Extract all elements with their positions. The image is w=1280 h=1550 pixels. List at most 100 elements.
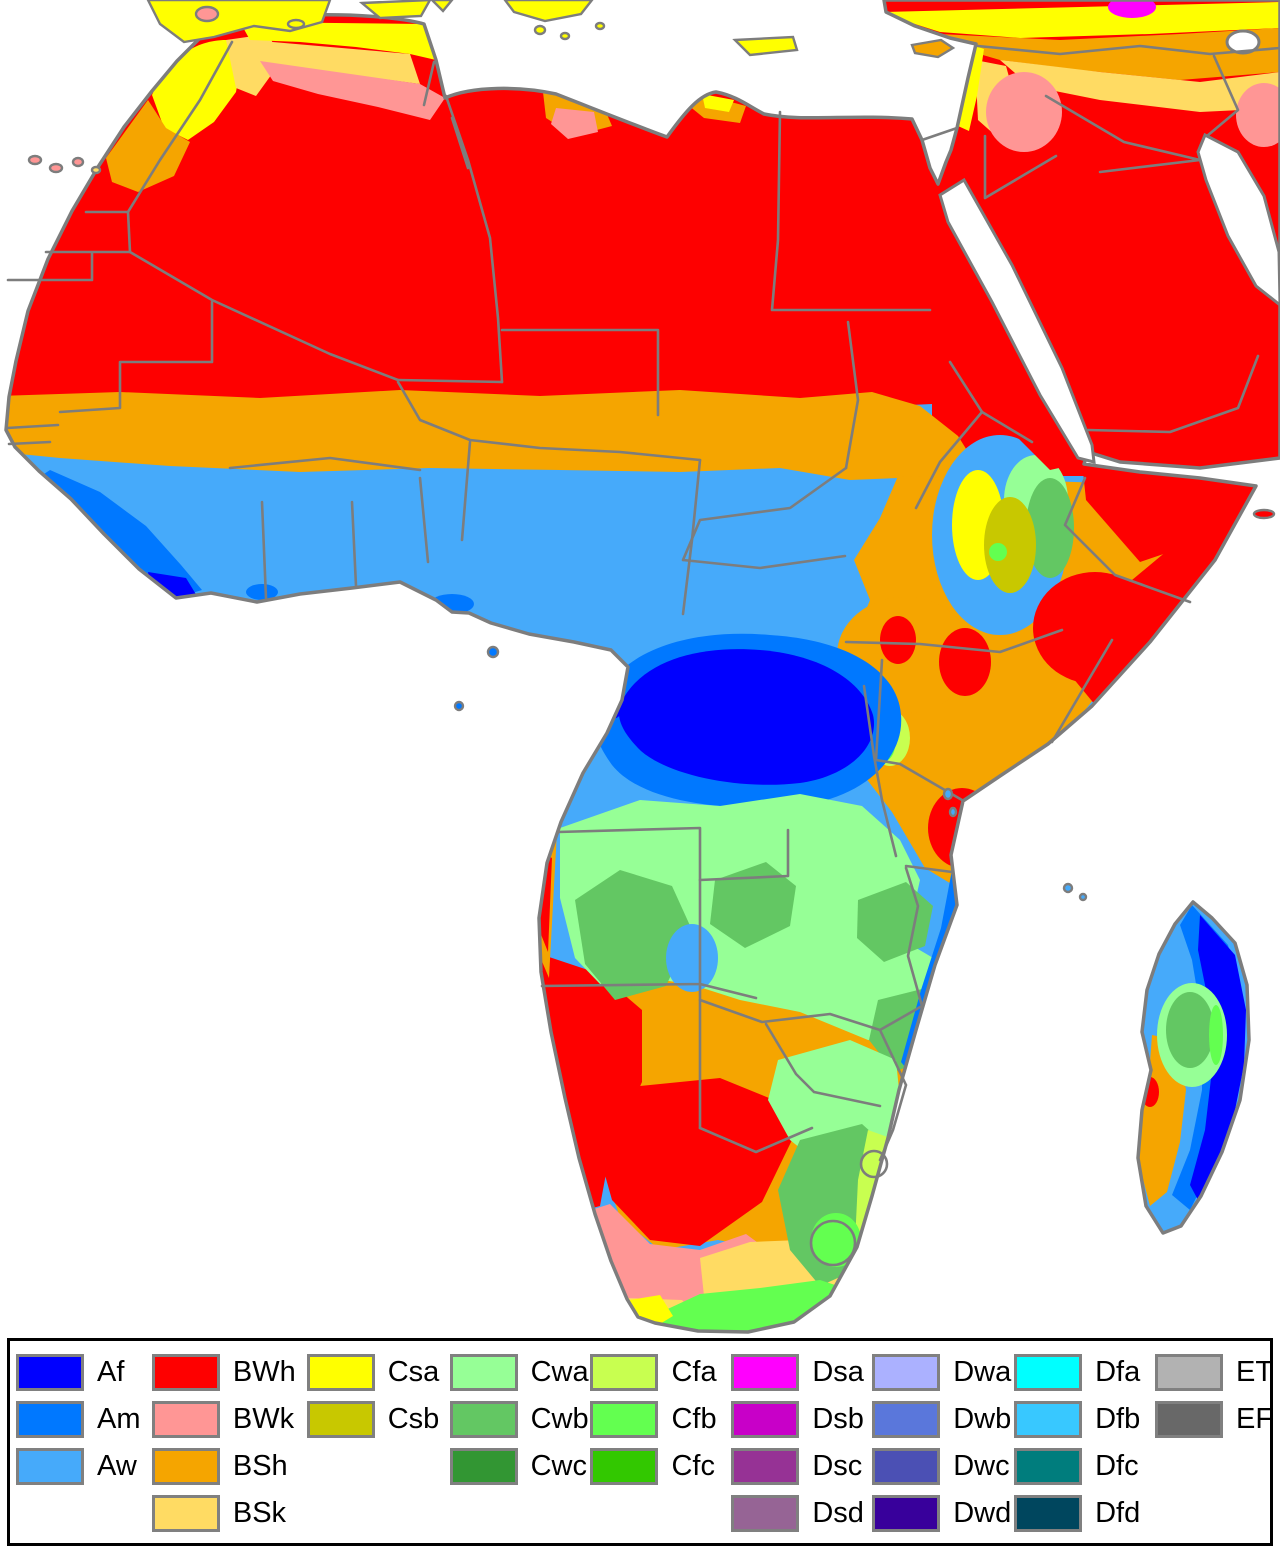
legend-item-csa: Csa	[306, 1349, 450, 1396]
legend-column-cw: Cwa Cwb Cwc	[449, 1349, 591, 1490]
legend-label-am: Am	[97, 1403, 141, 1435]
mediterranean-lands	[146, 0, 956, 59]
legend-item-cwa: Cwa	[449, 1349, 591, 1396]
legend: Af Am Aw BWh BWk BSh BSk Csa Csb Cwa Cwb…	[7, 1338, 1273, 1546]
border-senegal-gambia	[5, 423, 60, 446]
border-morocco-algeria	[126, 40, 234, 214]
legend-label-aw: Aw	[97, 1450, 137, 1482]
legend-item-dfc: Dfc	[1014, 1443, 1155, 1490]
region-benghazi-mediterranean	[702, 94, 734, 112]
region-algeria-cold-desert	[260, 61, 445, 120]
legend-item-aw: Aw	[16, 1443, 152, 1490]
legend-label-csb: Csb	[387, 1403, 440, 1435]
region-anatolia-mediterranean	[884, 2, 1280, 38]
border-iraq-iran	[1205, 54, 1240, 138]
persian-gulf	[1196, 132, 1280, 307]
legend-label-dwc: Dwc	[953, 1450, 1010, 1482]
legend-item-et: ET	[1154, 1349, 1274, 1396]
legend-column-dw: Dwa Dwb Dwc Dwd	[872, 1349, 1014, 1537]
legend-swatch-dfb	[1014, 1401, 1083, 1438]
border-gulf-of-guinea-states	[260, 440, 472, 600]
region-madagascar-cfb-sliver	[1209, 1005, 1223, 1065]
legend-swatch-csa	[306, 1354, 375, 1391]
legend-swatch-bwk	[151, 1401, 220, 1438]
region-ethiopia-cwb	[1026, 478, 1074, 578]
legend-label-bsk: BSk	[232, 1497, 287, 1529]
ocean-islands	[27, 154, 1276, 902]
legend-item-dfa: Dfa	[1014, 1349, 1155, 1396]
legend-label-dsa: Dsa	[812, 1356, 864, 1388]
border-tanzania-mozambique-malawi	[904, 864, 954, 1008]
zanzibar-island	[942, 787, 954, 801]
legend-item-af: Af	[16, 1349, 152, 1396]
legend-item-dsc: Dsc	[731, 1443, 872, 1490]
border-uganda-kenya-rift	[862, 658, 898, 858]
legend-swatch-cwc	[449, 1448, 518, 1485]
aegean-island-3	[594, 21, 606, 31]
socotra-island	[1252, 508, 1276, 520]
legend-label-cfb: Cfb	[671, 1403, 717, 1435]
border-libya-egypt-sudan	[770, 110, 932, 312]
legend-label-dfc: Dfc	[1095, 1450, 1139, 1482]
legend-label-csa: Csa	[387, 1356, 440, 1388]
pemba-island	[948, 806, 958, 818]
legend-item-ef: EF	[1154, 1396, 1274, 1443]
legend-label-cwa: Cwa	[530, 1356, 589, 1388]
legend-swatch-dsb	[731, 1401, 800, 1438]
legend-swatch-bwh	[151, 1354, 220, 1391]
border-levant-iraq-saudi	[920, 94, 1202, 200]
region-turkana-desert-blob	[880, 616, 916, 664]
legend-swatch-dfa	[1014, 1354, 1083, 1391]
comoros-island-2	[1078, 892, 1088, 902]
border-botswana-southafrica-zimbabwe	[698, 1022, 908, 1162]
iberia-landmass	[146, 0, 332, 44]
madagascar-zones	[1138, 902, 1249, 1233]
region-katanga-cwb	[710, 862, 796, 948]
legend-swatch-dfc	[1014, 1448, 1083, 1485]
legend-swatch-bsk	[151, 1495, 220, 1532]
border-mali-burkina	[228, 456, 422, 472]
legend-item-dsb: Dsb	[731, 1396, 872, 1443]
legend-item-cfc: Cfc	[590, 1443, 731, 1490]
region-iran-cold-desert	[1236, 83, 1280, 147]
region-namib-desert	[534, 952, 642, 1212]
red-sea	[938, 177, 1096, 464]
legend-item-am: Am	[16, 1396, 152, 1443]
border-kenya-tanzania	[874, 758, 964, 802]
legend-label-et: ET	[1235, 1356, 1274, 1388]
legend-item-dfd: Dfd	[1014, 1490, 1155, 1537]
region-okavango-savanna	[666, 924, 718, 992]
legend-label-dfa: Dfa	[1095, 1356, 1141, 1388]
greece-landmass	[503, 0, 594, 23]
border-algeria-niger	[396, 378, 504, 384]
legend-swatch-cwa	[449, 1354, 518, 1391]
legend-label-cfc: Cfc	[671, 1450, 715, 1482]
legend-label-af: Af	[97, 1356, 125, 1388]
legend-label-cfa: Cfa	[671, 1356, 717, 1388]
legend-item-bwh: BWh	[151, 1349, 307, 1396]
aegean-island-2	[559, 31, 571, 41]
canary-island-1	[27, 154, 43, 166]
legend-swatch-cfc	[590, 1448, 659, 1485]
region-kalahari-desert	[598, 1078, 792, 1246]
legend-swatch-csb	[306, 1401, 375, 1438]
border-lesotho	[809, 1219, 857, 1267]
region-levant-coast-mediterranean	[958, 46, 984, 131]
bioko-island	[486, 645, 500, 659]
region-fertile-crescent-steppe	[940, 28, 1280, 80]
legend-item-dwd: Dwd	[872, 1490, 1014, 1537]
legend-item-bsk: BSk	[151, 1490, 307, 1537]
legend-swatch-dwd	[872, 1495, 941, 1532]
legend-label-dwb: Dwb	[953, 1403, 1012, 1435]
africa-koppen-map	[4, 0, 1280, 1334]
africa-coastline	[4, 0, 1280, 1334]
legend-label-bsh: BSh	[232, 1450, 288, 1482]
legend-label-dwd: Dwd	[953, 1497, 1012, 1529]
legend-label-ef: EF	[1235, 1403, 1274, 1435]
legend-swatch-aw	[16, 1448, 84, 1485]
border-zambia-zimbabwe	[698, 998, 924, 1032]
legend-swatch-dwa	[872, 1354, 941, 1391]
canary-island-4	[90, 165, 102, 175]
region-guinea-coast-monsoon	[38, 470, 202, 598]
